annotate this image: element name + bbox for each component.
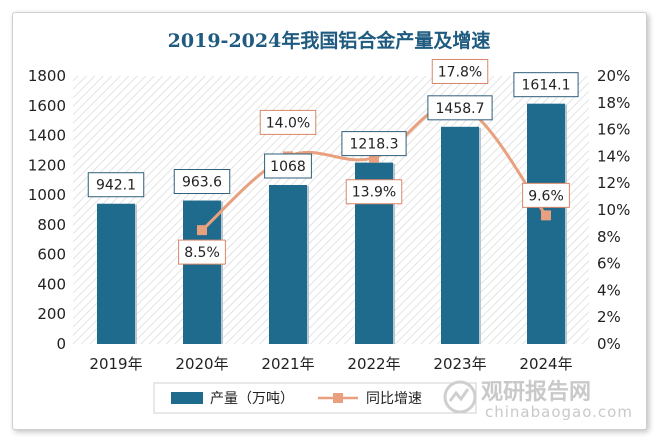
y-left-tick-label: 1000 bbox=[28, 186, 66, 204]
y-right-tick-label: 18% bbox=[597, 94, 630, 112]
legend-line-marker bbox=[333, 393, 343, 403]
y-left-tick-label: 800 bbox=[37, 216, 66, 234]
y-right-tick-label: 16% bbox=[597, 121, 630, 139]
y-left-tick-label: 200 bbox=[37, 305, 66, 323]
bar bbox=[527, 103, 565, 345]
bar-value-label-box bbox=[427, 95, 493, 121]
bar-value-label-box bbox=[264, 153, 312, 179]
chart-frame: 2019-2024年我国铝合金产量及增速 0 200 400 600 800 1000 12… bbox=[12, 12, 647, 430]
chart: 2019-2024年我国铝合金产量及增速 0 200 400 600 800 1000 12… bbox=[28, 29, 633, 421]
y-right-tick-label: 10% bbox=[597, 201, 630, 219]
legend-bar-label: 产量（万吨） bbox=[210, 391, 294, 407]
y-right-tick-label: 12% bbox=[597, 174, 630, 192]
x-tick-label: 2022年 bbox=[347, 355, 400, 373]
y-left-tick-label: 1400 bbox=[28, 127, 66, 145]
bar-value-label-box bbox=[513, 72, 579, 98]
y-right-tick-label: 14% bbox=[597, 147, 630, 165]
y-left-tick-label: 1800 bbox=[28, 67, 66, 85]
growth-value-label-box bbox=[178, 239, 226, 265]
y-right-tick-label: 0% bbox=[597, 335, 621, 353]
bar-value-label: 1218.3 bbox=[350, 137, 399, 153]
growth-value-label-box bbox=[345, 179, 403, 205]
growth-value-label: 8.5% bbox=[184, 245, 220, 261]
x-tick-label: 2024年 bbox=[519, 355, 572, 373]
y-right-tick-label: 20% bbox=[597, 67, 630, 85]
bar-value-label: 1458.7 bbox=[436, 101, 485, 117]
watermark-text-cn: 观研报告网 bbox=[481, 380, 591, 405]
y-right-tick-label: 4% bbox=[597, 281, 621, 299]
chart-title: 2019-2024年我国铝合金产量及增速 bbox=[168, 29, 491, 52]
bar-value-label: 942.1 bbox=[96, 178, 136, 194]
growth-point bbox=[369, 152, 379, 163]
growth-value-label-box bbox=[431, 58, 489, 84]
growth-value-label-box bbox=[522, 182, 570, 208]
legend-line-label: 同比增速 bbox=[366, 391, 422, 407]
x-tick-label: 2021年 bbox=[261, 355, 314, 373]
y-right-tick-label: 6% bbox=[597, 255, 621, 273]
growth-point bbox=[541, 210, 551, 221]
y-left-tick-label: 600 bbox=[37, 246, 66, 264]
growth-value-label: 17.8% bbox=[438, 64, 482, 80]
plot-area-background bbox=[73, 76, 589, 344]
growth-value-label: 13.9% bbox=[352, 185, 396, 201]
growth-point bbox=[197, 225, 207, 236]
watermark: 观研报告网 chinabaogao.com bbox=[443, 380, 633, 421]
x-tick-label: 2020年 bbox=[175, 355, 228, 373]
y-right-tick-label: 2% bbox=[597, 308, 621, 326]
bar bbox=[269, 184, 307, 344]
watermark-logo-icon bbox=[443, 380, 477, 414]
x-tick-label: 2023年 bbox=[433, 355, 486, 373]
bar-value-label: 1068 bbox=[270, 159, 306, 175]
legend: 产量（万吨） 同比增速 bbox=[153, 382, 477, 414]
bar bbox=[441, 126, 479, 344]
bar bbox=[97, 203, 135, 344]
x-tick-label: 2019年 bbox=[89, 355, 142, 373]
bar-value-label: 1614.1 bbox=[522, 78, 571, 94]
watermark-text-en: chinabaogao.com bbox=[485, 403, 633, 421]
growth-value-label: 14.0% bbox=[266, 115, 310, 131]
y-left-tick-label: 0 bbox=[56, 335, 66, 353]
y-left-tick-label: 1200 bbox=[28, 156, 66, 174]
growth-value-label: 9.6% bbox=[528, 188, 564, 204]
legend-box bbox=[153, 382, 477, 414]
bar-value-label-box bbox=[173, 169, 231, 195]
y-left-tick-label: 400 bbox=[37, 275, 66, 293]
legend-bar-swatch bbox=[171, 392, 203, 404]
bar bbox=[183, 200, 221, 344]
bar-value-label: 963.6 bbox=[182, 175, 222, 191]
bar-value-label-box bbox=[341, 131, 407, 157]
y-left-tick-label: 1600 bbox=[28, 97, 66, 115]
y-right-tick-label: 8% bbox=[597, 228, 621, 246]
growth-value-label-box bbox=[259, 109, 317, 135]
bar-value-label-box bbox=[87, 172, 145, 198]
